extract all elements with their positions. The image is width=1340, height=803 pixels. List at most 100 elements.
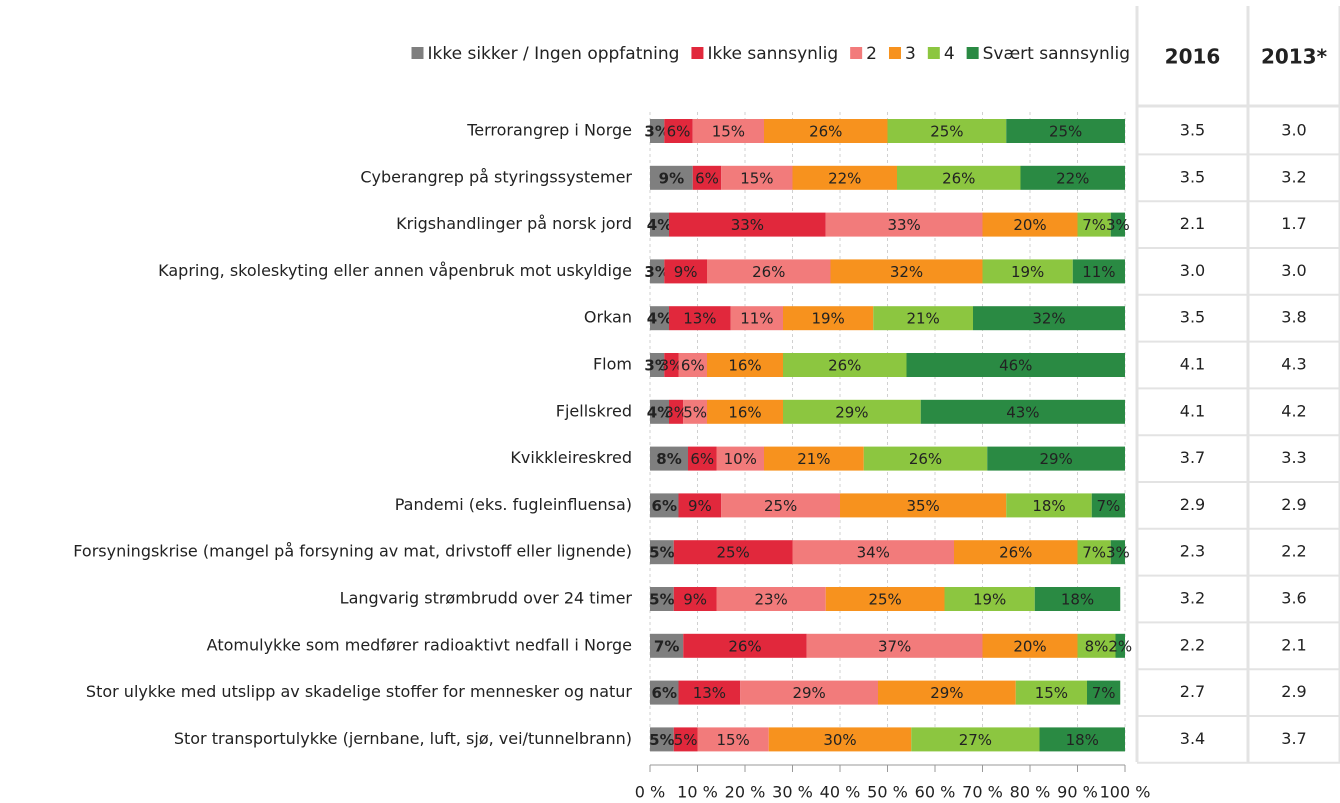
x-tick-label: 60 % xyxy=(915,783,956,802)
table-cell: 1.7 xyxy=(1281,214,1306,233)
category-label: Stor transportulykke (jernbane, luft, sj… xyxy=(174,729,632,748)
category-label: Krigshandlinger på norsk jord xyxy=(396,214,632,233)
value-label: 5% xyxy=(674,731,698,749)
value-label: 32% xyxy=(1032,310,1065,328)
legend-swatch xyxy=(888,47,901,59)
value-label: 15% xyxy=(716,731,749,749)
bar-segment xyxy=(673,727,698,752)
bar-segment xyxy=(954,540,1078,565)
bar-segment xyxy=(664,353,679,377)
bar-segment xyxy=(1110,212,1125,237)
value-label: 25% xyxy=(764,497,797,515)
value-label: 33% xyxy=(731,216,764,234)
value-label: 6% xyxy=(667,123,691,141)
bar-segment xyxy=(1115,633,1125,658)
bar-segment xyxy=(650,587,674,611)
bar-segment xyxy=(911,727,1040,752)
value-label: 21% xyxy=(906,310,939,328)
value-label: 15% xyxy=(740,169,773,187)
bar-segment xyxy=(1091,493,1125,518)
bar-segment xyxy=(982,212,1078,237)
table-cell: 3.2 xyxy=(1180,589,1205,608)
x-tick-label: 70 % xyxy=(962,783,1003,802)
table-cell: 2.9 xyxy=(1180,495,1205,514)
category-label: Langvarig strømbrudd over 24 timer xyxy=(340,589,633,608)
bar-segment xyxy=(830,259,983,284)
bar-segment xyxy=(707,399,783,424)
table-cell: 2.1 xyxy=(1281,635,1306,654)
category-label: Forsyningskrise (mangel på forsyning av … xyxy=(73,542,632,561)
value-label: 3% xyxy=(644,357,669,375)
bar-segment xyxy=(906,353,1125,377)
bar-segment xyxy=(650,212,669,237)
x-tick-label: 20 % xyxy=(725,783,766,802)
table-cell: 2.7 xyxy=(1180,682,1205,701)
value-label: 20% xyxy=(1013,637,1046,655)
table-cell: 2.3 xyxy=(1180,542,1205,561)
value-label: 37% xyxy=(878,637,911,655)
table-header: 2013* xyxy=(1261,45,1328,69)
value-label: 16% xyxy=(728,403,761,421)
bar-segment xyxy=(982,259,1073,284)
value-label: 20% xyxy=(1013,216,1046,234)
bar-segment xyxy=(650,680,679,705)
bar-segment xyxy=(944,587,1035,611)
bar-segment xyxy=(683,399,707,424)
bar-segment xyxy=(887,119,1007,143)
bar-segment xyxy=(783,306,874,331)
value-label: 29% xyxy=(1039,450,1072,468)
table-header: 2016 xyxy=(1165,45,1221,69)
value-label: 26% xyxy=(999,544,1032,562)
bar-segment xyxy=(982,633,1078,658)
legend-swatch xyxy=(850,47,863,59)
table-cell: 3.5 xyxy=(1180,121,1205,140)
value-label: 13% xyxy=(683,310,716,328)
value-label: 9% xyxy=(683,591,707,609)
value-label: 26% xyxy=(809,123,842,141)
bar-segment xyxy=(664,259,707,284)
bar-segment xyxy=(669,306,731,331)
value-label: 3% xyxy=(644,263,669,281)
value-label: 5% xyxy=(649,544,674,562)
value-label: 5% xyxy=(649,731,674,749)
table-cell: 4.3 xyxy=(1281,355,1306,374)
value-label: 7% xyxy=(1082,544,1106,562)
bar-segment xyxy=(650,727,674,752)
bar-segment xyxy=(783,399,921,424)
table-cell: 3.0 xyxy=(1180,261,1205,280)
bar-segment xyxy=(764,119,888,143)
value-label: 8% xyxy=(656,450,681,468)
value-label: 11% xyxy=(1082,263,1115,281)
table-cell: 2.2 xyxy=(1281,542,1306,561)
bar-segment xyxy=(878,680,1016,705)
x-tick-label: 80 % xyxy=(1010,783,1051,802)
bar-segment xyxy=(650,165,693,190)
bar-segment xyxy=(673,587,717,611)
category-label: Cyberangrep på styringssystemer xyxy=(360,167,632,186)
bar-segment xyxy=(1020,165,1125,190)
value-label: 18% xyxy=(1061,591,1094,609)
legend-label: Ikke sannsynlig xyxy=(707,44,838,64)
value-label: 7% xyxy=(1096,497,1120,515)
x-tick-label: 10 % xyxy=(677,783,718,802)
value-label: 26% xyxy=(728,637,761,655)
bar-segment xyxy=(697,727,769,752)
bar-segment xyxy=(678,680,741,705)
value-label: 19% xyxy=(1011,263,1044,281)
table-cell: 3.7 xyxy=(1180,448,1205,467)
table-cell: 4.1 xyxy=(1180,401,1205,420)
legend-label: 2 xyxy=(866,44,877,64)
bar-segment xyxy=(721,165,793,190)
bar-segment xyxy=(768,727,912,752)
value-label: 29% xyxy=(835,403,868,421)
bar-segment xyxy=(1006,493,1092,518)
bar-segment xyxy=(688,446,717,471)
bar-segment xyxy=(664,119,693,143)
value-label: 25% xyxy=(868,591,901,609)
bar-segment xyxy=(692,165,722,190)
bar-segment xyxy=(707,259,831,284)
legend-swatch xyxy=(691,47,704,59)
table-cell: 2.9 xyxy=(1281,495,1306,514)
value-label: 11% xyxy=(740,310,773,328)
